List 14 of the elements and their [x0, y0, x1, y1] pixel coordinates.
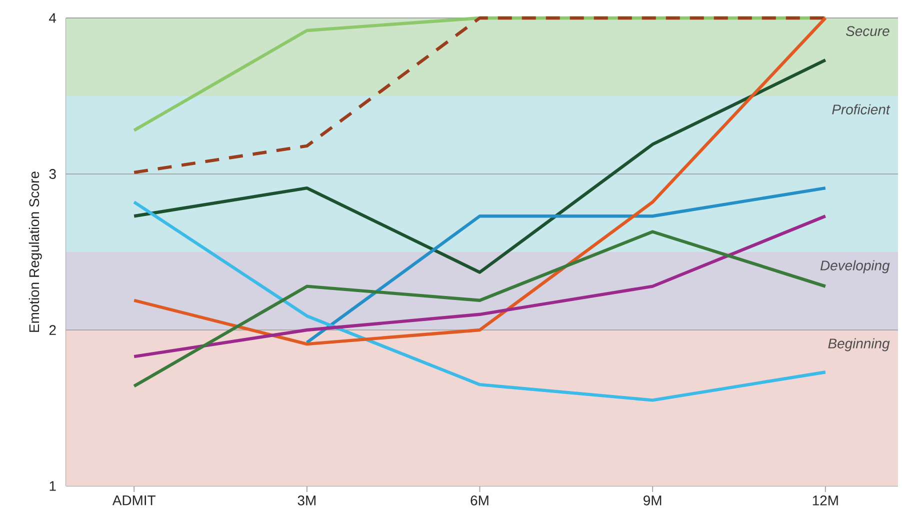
- x-tick-label: ADMIT: [112, 496, 156, 506]
- x-tick-label: 12M: [812, 496, 838, 506]
- band-label: Secure: [846, 26, 890, 36]
- x-tick-label: 9M: [644, 496, 662, 506]
- band-label: Beginning: [828, 338, 890, 352]
- x-tick-label: 3M: [298, 496, 316, 506]
- y-tick-label: 1: [50, 481, 56, 491]
- y-tick-label: 2: [49, 325, 56, 335]
- band-label: Developing: [820, 260, 890, 274]
- x-tick-label: 6M: [470, 496, 488, 506]
- y-axis-title: Emotion Regulation Score: [28, 172, 42, 332]
- band-label: Proficient: [832, 104, 890, 114]
- y-tick-label: 3: [49, 169, 56, 179]
- y-tick-label: 4: [49, 13, 56, 23]
